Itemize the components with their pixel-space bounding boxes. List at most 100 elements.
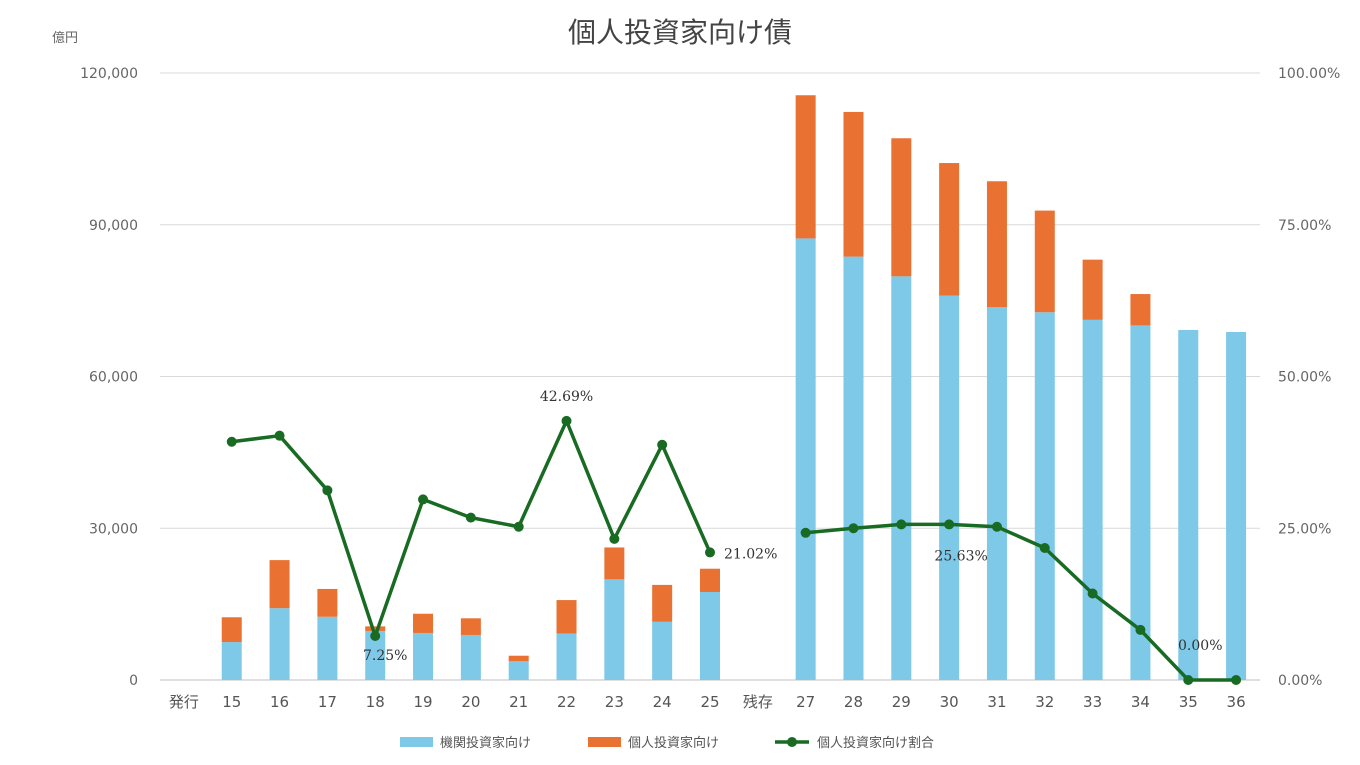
- x-category-label: 23: [605, 693, 624, 711]
- ratio-point: [226, 436, 237, 447]
- bar-institutional: [556, 633, 577, 680]
- legend-label: 個人投資家向け割合: [817, 735, 934, 751]
- bar-individual: [508, 655, 529, 662]
- bar-institutional: [700, 591, 720, 680]
- bar-institutional: [413, 632, 434, 680]
- bar-individual: [269, 560, 290, 609]
- bar-institutional: [317, 616, 338, 680]
- bar-individual: [365, 626, 386, 631]
- bar-institutional: [1226, 331, 1247, 680]
- y-axis-unit-label: 億円: [52, 30, 78, 46]
- x-category-label: 22: [557, 693, 576, 711]
- y-tick-label: 30,000: [89, 521, 138, 537]
- bar-individual: [317, 588, 338, 617]
- bar-institutional: [269, 608, 290, 680]
- ratio-point: [1087, 588, 1098, 599]
- bar-institutional: [365, 630, 386, 680]
- ratio-point: [657, 439, 668, 450]
- x-category-label: 25: [700, 693, 719, 711]
- bar-institutional: [221, 642, 242, 680]
- ratio-point: [465, 512, 476, 523]
- ratio-point: [418, 494, 429, 505]
- bar-individual: [1130, 294, 1151, 326]
- ratio-point: [513, 521, 524, 532]
- bar-individual: [413, 613, 434, 633]
- bar-individual: [1034, 210, 1055, 313]
- bar-individual: [604, 547, 625, 580]
- data-labels: 7.25% 42.69% 21.02% 25.63% 0.00%: [363, 389, 1223, 664]
- bar-institutional: [1178, 329, 1199, 680]
- data-label: 42.69%: [540, 389, 593, 405]
- bar-individual: [986, 181, 1007, 308]
- ratio-point: [800, 527, 811, 538]
- y2-tick-label: 25.00%: [1278, 521, 1331, 537]
- ratio-point: [896, 519, 907, 530]
- ratio-point: [1231, 675, 1242, 685]
- ratio-point: [561, 415, 572, 426]
- x-category-label: 32: [1035, 693, 1054, 711]
- legend-label: 個人投資家向け: [628, 735, 719, 751]
- bar-institutional: [604, 579, 625, 680]
- legend-swatch-marker: [787, 737, 797, 747]
- legend-label: 機関投資家向け: [440, 735, 531, 751]
- ratio-point: [1135, 624, 1146, 635]
- bar-individual: [939, 163, 960, 296]
- x-category-label: 残存: [743, 693, 773, 711]
- x-category-label: 35: [1179, 693, 1198, 711]
- ratio-point: [322, 485, 333, 496]
- y2-tick-label: 75.00%: [1278, 218, 1331, 234]
- bar-individual: [843, 111, 864, 257]
- bar-institutional: [508, 661, 529, 680]
- x-category-label: 28: [844, 693, 863, 711]
- legend-swatch: [588, 737, 621, 747]
- ratio-point: [1183, 675, 1194, 685]
- y-tick-label: 0: [129, 673, 138, 689]
- bar-individual: [700, 568, 720, 592]
- bar-institutional: [939, 295, 960, 680]
- ratio-point: [705, 547, 715, 558]
- y-tick-label: 90,000: [89, 218, 138, 234]
- bar-institutional: [843, 256, 864, 680]
- ratio-point: [991, 521, 1002, 532]
- bar-institutional: [1130, 325, 1151, 680]
- bar-institutional: [652, 621, 673, 680]
- data-label: 25.63%: [934, 548, 987, 564]
- ratio-line-series: [226, 415, 1242, 685]
- bar-institutional: [986, 307, 1007, 680]
- bar-institutional: [1082, 319, 1103, 680]
- x-category-label: 発行: [169, 693, 199, 711]
- bar-individual: [891, 138, 912, 277]
- gridlines: [160, 72, 1260, 681]
- x-category-label: 21: [509, 693, 528, 711]
- bar-institutional: [1034, 312, 1055, 680]
- x-category-label: 29: [892, 693, 911, 711]
- x-category-label: 24: [653, 693, 672, 711]
- ratio-point: [1039, 542, 1050, 553]
- y2-tick-label: 0.00%: [1278, 673, 1322, 689]
- x-category-label: 34: [1131, 693, 1150, 711]
- bar-individual: [795, 95, 816, 239]
- bar-individual: [556, 600, 577, 634]
- x-category-label: 15: [222, 693, 241, 711]
- axes: 0 0.00% 30,000 25.00% 60,000 50.00% 90,000 75.0…: [80, 66, 1340, 711]
- x-category-label: 30: [940, 693, 959, 711]
- data-label: 0.00%: [1178, 638, 1222, 654]
- bar-individual: [221, 617, 242, 643]
- x-category-label: 27: [796, 693, 815, 711]
- bar-institutional: [891, 276, 912, 680]
- x-category-label: 20: [461, 693, 480, 711]
- bar-institutional: [460, 634, 481, 680]
- ratio-line: [805, 522, 1237, 682]
- ratio-point: [944, 519, 955, 530]
- x-category-label: 36: [1227, 693, 1246, 711]
- chart-title: 個人投資家向け債: [568, 16, 792, 49]
- ratio-point: [370, 630, 381, 641]
- x-category-label: 17: [318, 693, 337, 711]
- y-tick-label: 60,000: [89, 370, 138, 386]
- bar-individual: [652, 584, 673, 622]
- bar-individual: [1082, 259, 1103, 320]
- x-category-label: 31: [987, 693, 1006, 711]
- x-category-label: 19: [413, 693, 432, 711]
- x-category-label: 33: [1083, 693, 1102, 711]
- x-category-label: 16: [270, 693, 289, 711]
